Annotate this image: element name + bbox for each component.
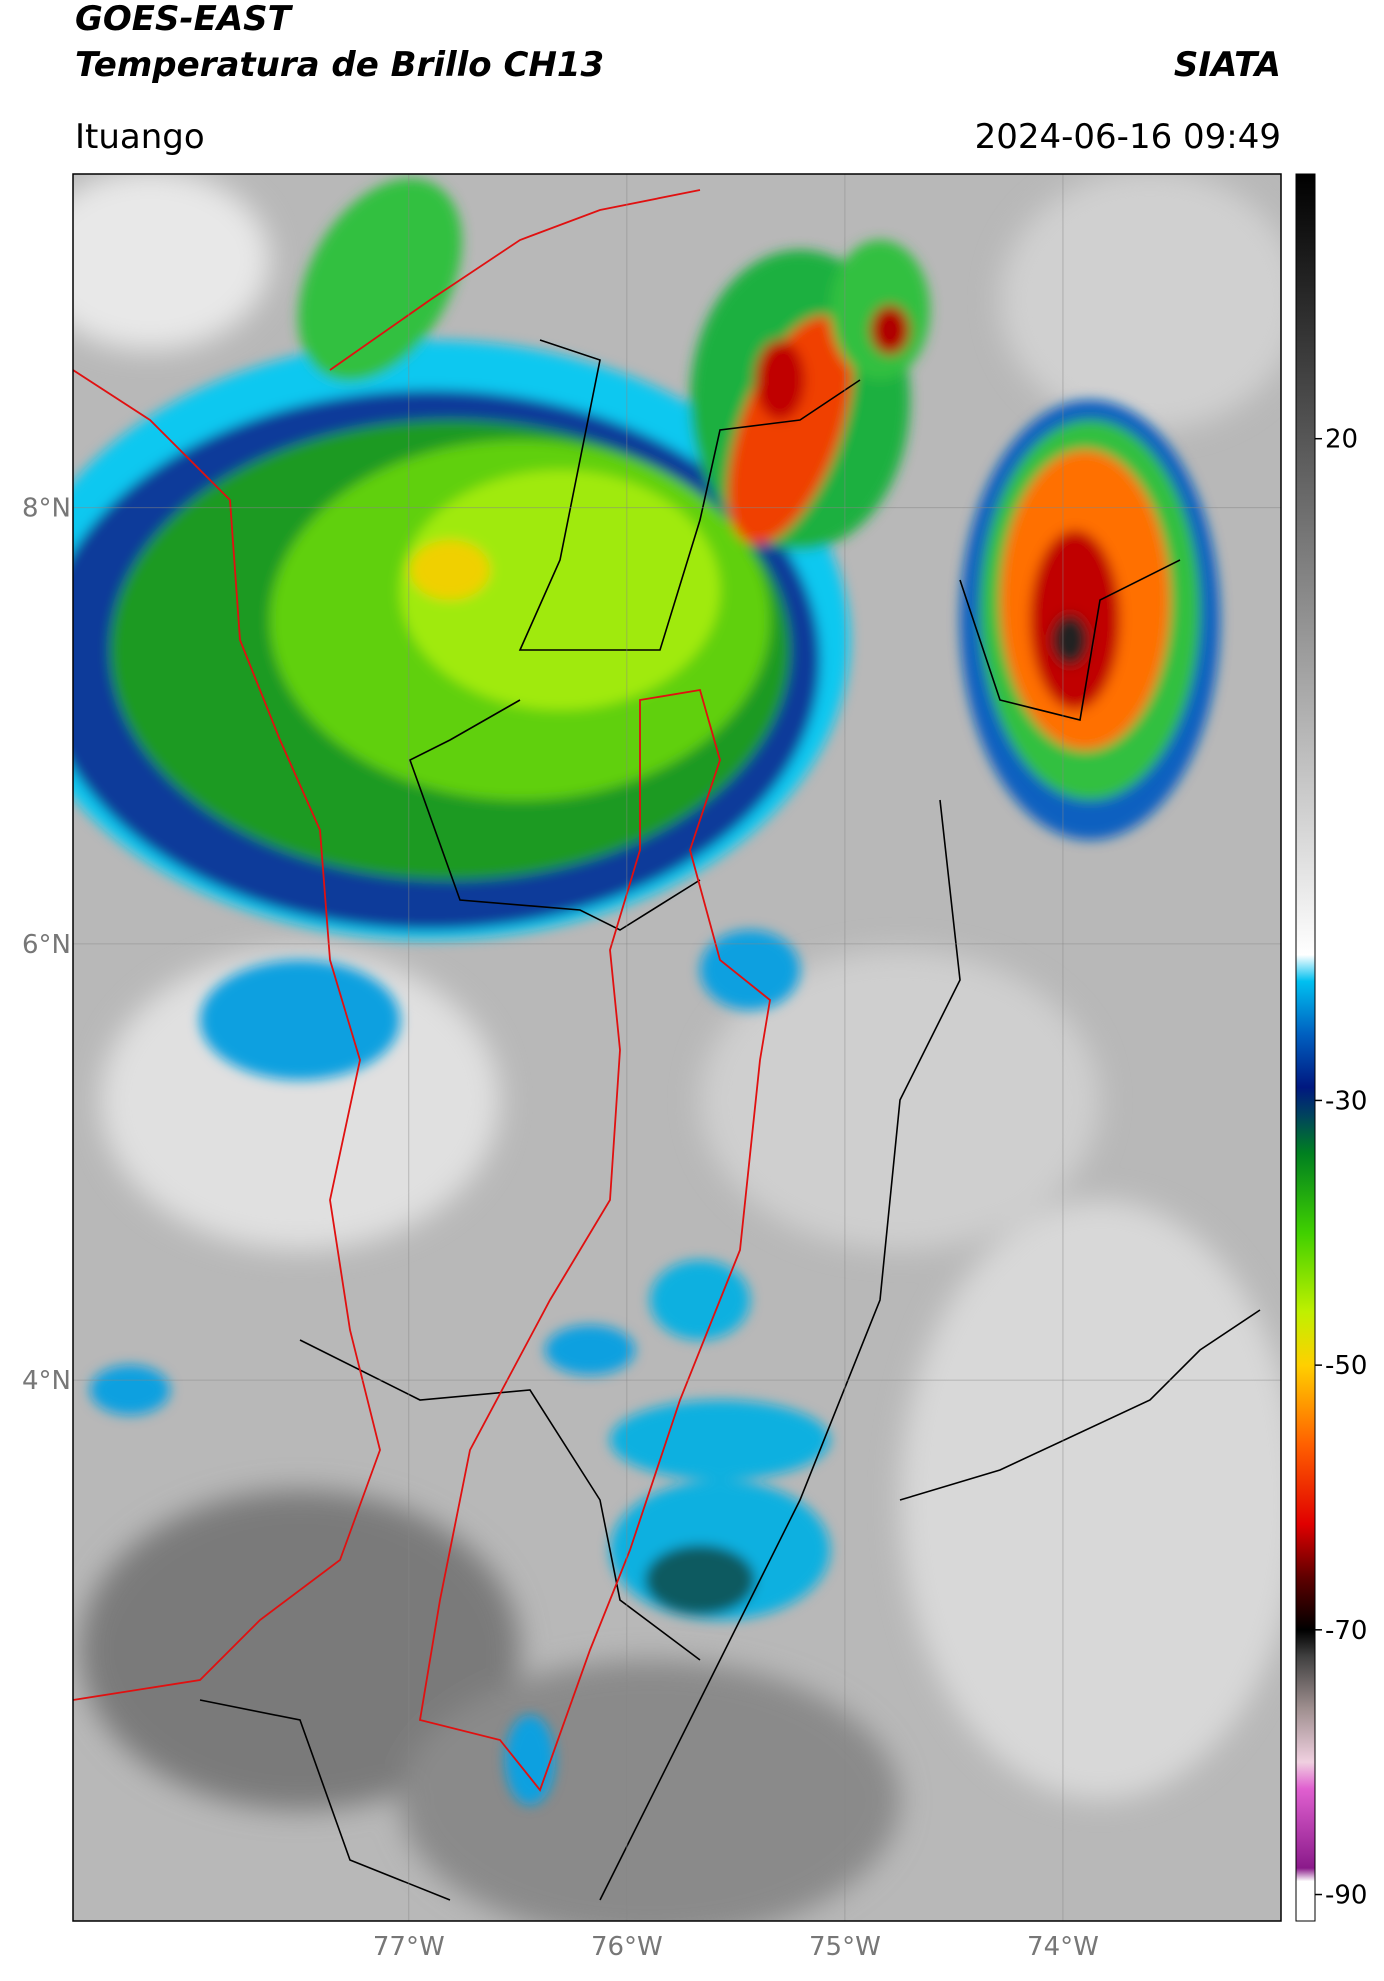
lon-tick-label: 75°W	[809, 1932, 881, 1962]
timestamp: 2024-06-16 09:49	[975, 117, 1281, 157]
colorbar-tick-label: -50	[1325, 1351, 1367, 1381]
lat-tick-label: 4°N	[22, 1366, 71, 1396]
graticule: 77°W 76°W 75°W 74°W 8°N 6°N 4°N	[22, 174, 1281, 1962]
location: Ituango	[75, 117, 205, 157]
colorbar-tick-label: -30	[1325, 1086, 1367, 1116]
colorbar-body	[1295, 173, 1316, 1922]
colorbar-tick-label: -70	[1325, 1616, 1367, 1646]
product-title: Temperatura de Brillo CH13	[75, 45, 604, 85]
agency: SIATA	[1174, 45, 1281, 85]
colorbar-tick-label: -90	[1325, 1881, 1367, 1911]
lon-tick-label: 74°W	[1027, 1932, 1099, 1962]
satellite-title: GOES-EAST	[75, 0, 294, 39]
colorbar: 20 -30 -50 -70 -90	[1295, 173, 1367, 1922]
lat-tick-label: 6°N	[22, 930, 71, 960]
colorbar-tick-label: 20	[1325, 425, 1358, 455]
lat-tick-label: 8°N	[22, 494, 71, 524]
lon-tick-label: 76°W	[591, 1932, 663, 1962]
satellite-image	[73, 174, 1281, 1921]
lon-tick-label: 77°W	[373, 1932, 445, 1962]
map-frame	[72, 173, 1282, 1922]
